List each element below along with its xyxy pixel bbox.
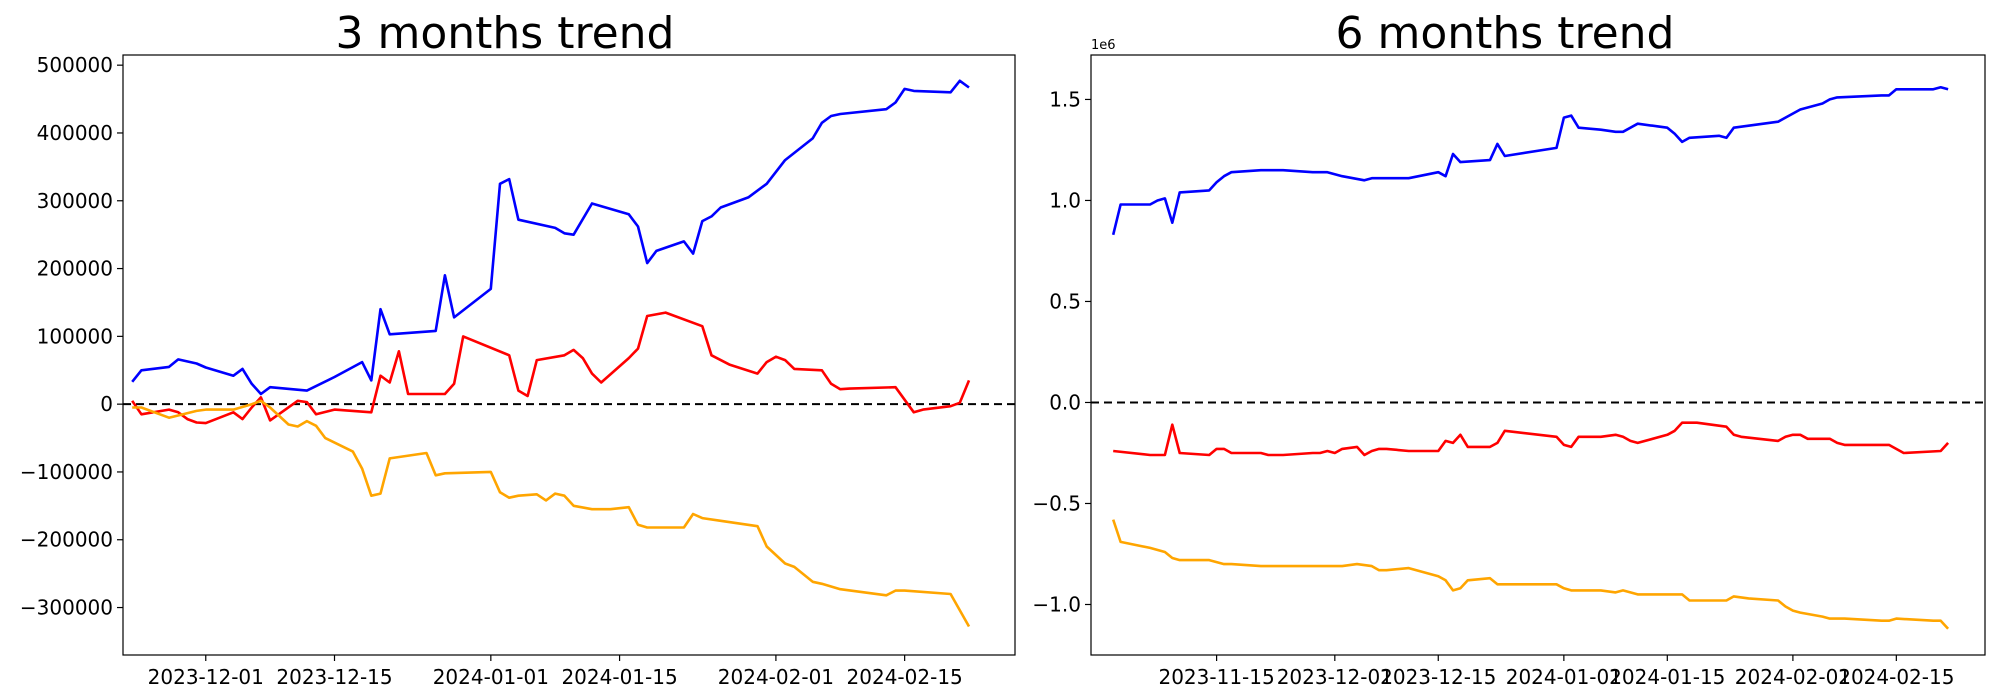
y-tick-label: 200000	[37, 257, 113, 281]
series-line-3	[132, 399, 971, 628]
plot-area	[123, 79, 1015, 628]
x-tick-label: 2024-01-01	[433, 665, 549, 689]
x-tick-label: 2024-02-15	[847, 665, 963, 689]
y-axis-offset-label: 1e6	[1091, 38, 1116, 53]
y-tick-label: 1.5	[1049, 87, 1081, 111]
x-tick-label: 2023-12-01	[1277, 665, 1393, 689]
y-tick-label: −0.5	[1032, 491, 1081, 515]
x-tick-label: 2024-01-15	[561, 665, 677, 689]
y-tick-label: −200000	[20, 528, 113, 552]
series-line-2	[1113, 421, 1950, 457]
y-tick-label: 100000	[37, 324, 113, 348]
y-tick-label: −300000	[20, 596, 113, 620]
plot-area	[1091, 86, 1985, 630]
left-chart-panel: 3 months trend −300000 −200000 −100000 0 100…	[20, 8, 1016, 689]
series-line-1	[131, 79, 970, 396]
right-chart-panel: 6 months trend −1.0 −0.5 0.0 0.5 1.0 1.5 2023-…	[1010, 0, 2000, 700]
axes-frame	[1090, 54, 1986, 656]
y-tick-label: 500000	[37, 53, 113, 77]
y-tick-label: 300000	[37, 189, 113, 213]
x-tick-label: 2024-02-01	[718, 665, 834, 689]
y-tick-label: 0.5	[1049, 289, 1081, 313]
right-line-chart: −1.0 −0.5 0.0 0.5 1.0 1.5 2023-11-15 2023-12-01…	[1032, 38, 1986, 689]
axes-frame	[122, 54, 1016, 656]
y-tick-label: 0.0	[1049, 390, 1081, 414]
x-tick-label: 2023-11-15	[1158, 665, 1274, 689]
chart-title: 3 months trend	[335, 8, 675, 59]
y-tick-label: 400000	[37, 121, 113, 145]
x-tick-label: 2024-02-01	[1735, 665, 1851, 689]
chart-title: 6 months trend	[1335, 8, 1675, 59]
x-tick-label: 2023-12-01	[148, 665, 264, 689]
series-line-3	[1111, 519, 1950, 630]
series-line-1	[1111, 86, 1949, 236]
y-tick-label: 1.0	[1049, 188, 1081, 212]
y-tick-label: 0	[100, 392, 113, 416]
x-tick-label: 2024-02-15	[1838, 665, 1954, 689]
y-tick-label: −1.0	[1032, 592, 1081, 616]
x-tick-label: 2023-12-15	[276, 665, 392, 689]
y-tick-label: −100000	[20, 460, 113, 484]
x-tick-label: 2024-01-15	[1609, 665, 1725, 689]
left-line-chart: −300000 −200000 −100000 0 100000 200000 300000…	[20, 53, 1016, 689]
x-tick-label: 2023-12-15	[1380, 665, 1496, 689]
x-tick-label: 2024-01-01	[1506, 665, 1622, 689]
series-line-2	[131, 311, 971, 425]
